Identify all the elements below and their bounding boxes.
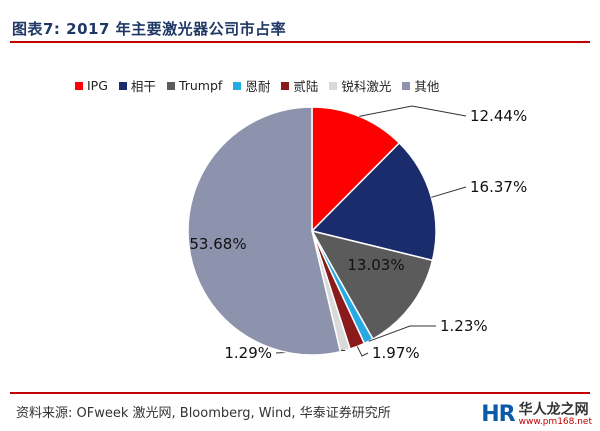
legend-item-trumpf: Trumpf xyxy=(166,78,223,93)
data-label: 1.23% xyxy=(440,317,488,335)
figure-title: 图表7: 2017 年主要激光器公司市占率 xyxy=(12,20,287,38)
legend-item-nlight: 恩耐 xyxy=(233,76,270,95)
data-label: 1.97% xyxy=(372,344,420,362)
legend-item-coherent: 相干 xyxy=(118,76,156,95)
legend-swatch xyxy=(329,81,338,90)
data-label: 13.03% xyxy=(347,256,404,274)
watermark: HR 华人龙之网 www.pm168.net xyxy=(481,402,592,427)
leader-line xyxy=(431,186,467,198)
legend-label: 相干 xyxy=(130,79,156,94)
legend-label: 其他 xyxy=(414,79,440,94)
legend-swatch xyxy=(281,81,290,90)
pie-slice xyxy=(310,141,437,262)
pie-slice xyxy=(311,106,401,233)
legend-label: 恩耐 xyxy=(245,79,271,94)
watermark-name: 华人龙之网 xyxy=(518,401,589,418)
leader-line xyxy=(359,105,467,117)
chart-legend: IPG 相干 Trumpf 恩耐 贰陆 锐科激光 其他 xyxy=(75,76,439,95)
legend-item-raycus: 锐科激光 xyxy=(329,76,391,95)
legend-swatch xyxy=(118,81,127,90)
legend-swatch xyxy=(402,81,411,90)
legend-label: Trumpf xyxy=(178,78,223,93)
watermark-url: www.pm168.net xyxy=(518,416,592,427)
legend-swatch xyxy=(233,81,242,90)
data-label: 1.29% xyxy=(224,344,272,362)
legend-item-ii-vi: 贰陆 xyxy=(281,76,318,95)
data-label: 12.44% xyxy=(470,107,527,125)
leader-line xyxy=(356,346,369,357)
pie-slice xyxy=(187,106,342,356)
legend-item-ipg: IPG xyxy=(75,78,108,93)
data-label: 16.37% xyxy=(470,178,527,196)
legend-swatch xyxy=(166,81,175,90)
leader-line xyxy=(368,325,436,342)
legend-item-others: 其他 xyxy=(402,76,439,95)
data-label: 53.68% xyxy=(189,235,246,253)
legend-label: IPG xyxy=(87,78,108,93)
legend-label: 贰陆 xyxy=(293,79,319,94)
title-divider xyxy=(10,41,590,43)
source-divider xyxy=(10,392,590,394)
legend-swatch xyxy=(75,81,83,90)
pie-slice xyxy=(310,229,434,341)
watermark-logo: HR xyxy=(481,402,515,427)
legend-label: 锐科激光 xyxy=(341,79,392,94)
source-note: 资料来源: OFweek 激光网, Bloomberg, Wind, 华泰证券研… xyxy=(16,406,391,421)
